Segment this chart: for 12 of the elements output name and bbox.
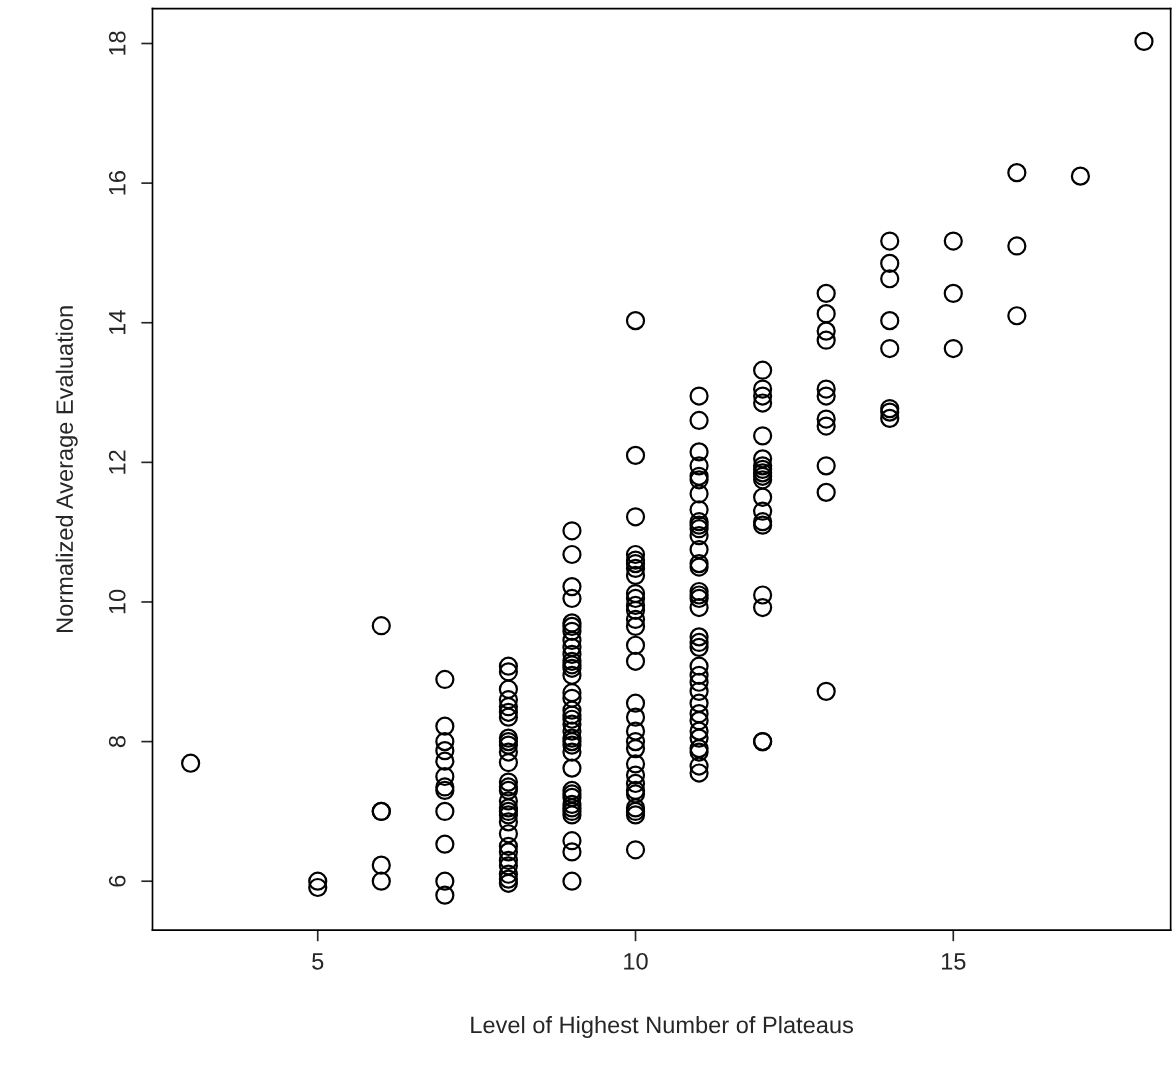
y-tick-label: 8 [108, 736, 126, 748]
x-tick-label: 15 [941, 953, 966, 970]
y-tick-label: 18 [108, 31, 126, 55]
x-tick-label: 10 [624, 952, 648, 970]
y-tick-label: 6 [108, 875, 126, 887]
x-tick-label: 5 [312, 953, 324, 970]
x-axis-title: Level of Highest Number of Plateaus [471, 1015, 853, 1038]
y-tick-label: 12 [108, 450, 126, 474]
y-axis-title: Normalized Average Evaluation [55, 306, 78, 632]
y-tick-label: 10 [108, 589, 126, 614]
y-tick-label: 14 [109, 310, 126, 335]
y-tick-label: 16 [108, 171, 126, 195]
